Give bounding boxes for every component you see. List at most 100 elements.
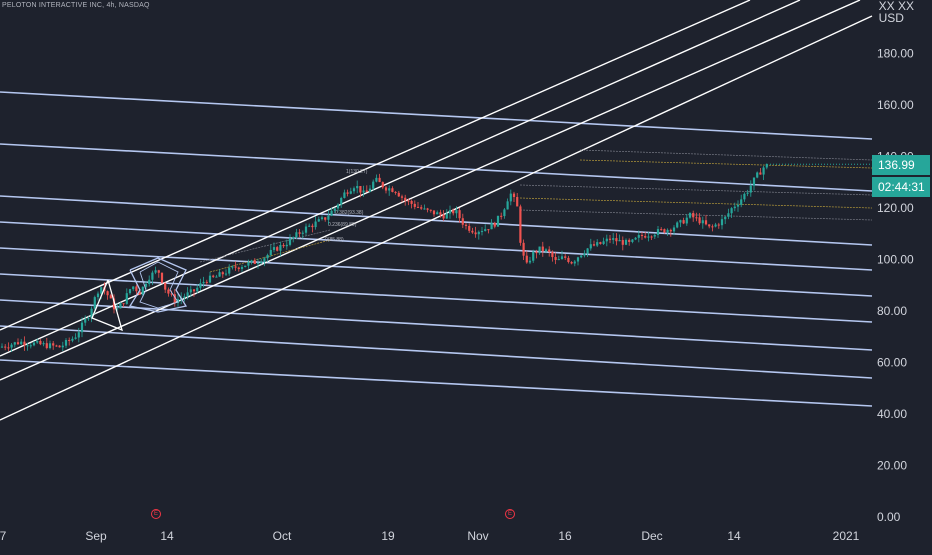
candle-body xyxy=(490,222,493,230)
candle-body xyxy=(397,192,400,197)
candle-body xyxy=(330,210,333,216)
candle-body xyxy=(247,262,250,266)
candle-body xyxy=(16,342,20,345)
countdown-badge: 02:44:31 xyxy=(872,177,930,197)
candle-body xyxy=(256,262,260,264)
candle-body xyxy=(132,286,135,290)
candle-body xyxy=(551,252,554,258)
fib-level-line xyxy=(519,184,873,196)
candle-body xyxy=(576,257,580,262)
fib-level-line xyxy=(519,209,873,221)
channel-line xyxy=(0,0,861,381)
candle-body xyxy=(279,244,282,251)
candle-body xyxy=(186,292,189,297)
price-tick-label: 120.00 xyxy=(877,201,914,215)
candle-body xyxy=(679,220,682,223)
candle-body xyxy=(519,206,522,243)
candle-body xyxy=(352,188,356,192)
candle-body xyxy=(74,337,77,339)
time-tick-label: Dec xyxy=(641,529,662,543)
time-tick-label: Oct xyxy=(273,529,292,543)
candle-body xyxy=(288,238,292,245)
candle-body xyxy=(580,255,583,258)
candle-body xyxy=(461,218,464,225)
candle-body xyxy=(647,236,650,238)
candle-body xyxy=(471,230,474,233)
pattern-drawing xyxy=(91,279,123,332)
price-tick-label: 160.00 xyxy=(877,98,914,112)
candle-body xyxy=(512,193,516,198)
price-tick-label: 180.00 xyxy=(877,47,914,61)
candle-body xyxy=(192,289,196,292)
time-tick-label: 14 xyxy=(727,529,741,543)
candle-body xyxy=(746,192,749,194)
candle-body xyxy=(640,235,644,237)
trend-line xyxy=(0,221,873,271)
candle-body xyxy=(439,212,442,215)
candle-body xyxy=(292,237,295,239)
candle-body xyxy=(426,208,429,210)
candle-body xyxy=(740,199,743,205)
candle-body xyxy=(500,215,503,217)
candle-body xyxy=(112,298,116,310)
candle-body xyxy=(276,247,279,251)
trend-line xyxy=(0,195,873,246)
candle-body xyxy=(752,177,756,186)
fib-level-label: 0.236(89.89) xyxy=(328,222,357,228)
candle-body xyxy=(164,282,167,290)
candle-body xyxy=(45,343,48,349)
candle-body xyxy=(167,289,170,294)
time-tick-label: 7 xyxy=(0,529,7,543)
candle-body xyxy=(20,341,23,345)
candle-body xyxy=(714,224,717,227)
candle-body xyxy=(672,227,676,232)
candle-body xyxy=(548,249,551,253)
candle-body xyxy=(509,193,512,202)
price-tick-label: 20.00 xyxy=(877,459,907,473)
candle-body xyxy=(7,347,10,349)
price-tick-label: 80.00 xyxy=(877,304,907,318)
candle-body xyxy=(0,346,4,348)
candle-body xyxy=(596,242,599,246)
candle-body xyxy=(413,203,416,207)
candle-body xyxy=(96,293,100,298)
candle-body xyxy=(634,237,637,240)
candle-body xyxy=(215,276,218,278)
candle-body xyxy=(711,226,714,228)
pattern-drawing xyxy=(128,257,188,313)
candle-body xyxy=(141,286,144,295)
trend-line xyxy=(0,91,873,140)
candle-body xyxy=(55,345,58,347)
candle-body xyxy=(445,213,448,219)
candle-body xyxy=(343,192,346,198)
channel-line xyxy=(0,0,751,331)
candle-body xyxy=(266,254,269,259)
candle-body xyxy=(362,190,365,193)
trend-line xyxy=(0,247,873,297)
earnings-event-icon[interactable]: E xyxy=(151,509,161,519)
candle-body xyxy=(173,294,176,303)
fib-level-label: 0(85.88) xyxy=(325,237,344,243)
candle-body xyxy=(506,201,509,210)
candle-body xyxy=(10,344,13,348)
candle-body xyxy=(624,239,628,245)
candle-body xyxy=(468,225,471,231)
candle-body xyxy=(282,244,285,247)
trend-line xyxy=(0,359,873,407)
fib-level-line xyxy=(579,149,873,161)
candle-body xyxy=(100,287,103,294)
candle-body xyxy=(586,248,589,254)
time-tick-label: Sep xyxy=(85,529,107,543)
candle-body xyxy=(109,295,112,299)
earnings-event-icon[interactable]: E xyxy=(505,509,515,519)
candle-body xyxy=(532,251,535,261)
candle-body xyxy=(272,247,276,250)
candle-body xyxy=(71,338,74,341)
candle-body xyxy=(170,293,173,295)
candle-body xyxy=(106,291,109,296)
candle-body xyxy=(314,221,317,228)
candle-body xyxy=(676,222,679,228)
candle-body xyxy=(423,208,426,210)
